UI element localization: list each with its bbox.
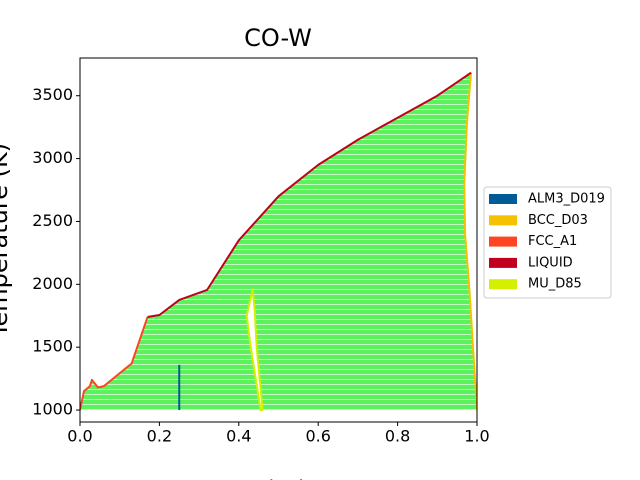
y-tick-label: 3000 bbox=[32, 148, 73, 167]
y-tick-label: 2000 bbox=[32, 274, 73, 293]
y-tick-label: 3500 bbox=[32, 85, 73, 104]
x-tick-label: 0.0 bbox=[67, 427, 92, 446]
phase-boundary bbox=[245, 288, 264, 412]
legend-swatch bbox=[489, 215, 517, 226]
legend-swatch bbox=[489, 236, 517, 247]
legend-box bbox=[483, 186, 612, 299]
y-tick-label: 1000 bbox=[32, 400, 73, 419]
x-axis-label: X(W) bbox=[249, 476, 308, 480]
y-tick-label: 1500 bbox=[32, 337, 73, 356]
x-tick-label: 0.8 bbox=[385, 427, 410, 446]
legend-label: ALM3_D019 bbox=[528, 192, 605, 207]
phase-boundary bbox=[147, 71, 472, 318]
x-tick-label: 0.2 bbox=[147, 427, 172, 446]
legend-swatch bbox=[489, 279, 517, 290]
y-axis-label: Temperature (K) bbox=[0, 143, 13, 338]
phase-boundary bbox=[80, 316, 149, 411]
legend-label: MU_D85 bbox=[528, 277, 582, 292]
x-tick-label: 0.6 bbox=[305, 427, 330, 446]
y-tick-label: 2500 bbox=[32, 211, 73, 230]
tie-lines bbox=[80, 72, 477, 411]
x-tick-label: 0.4 bbox=[226, 427, 251, 446]
legend-label: BCC_D03 bbox=[528, 213, 588, 228]
chart-title: CO-W bbox=[244, 24, 312, 52]
plot-area bbox=[80, 71, 477, 412]
legend-label: FCC_A1 bbox=[528, 234, 577, 249]
legend-swatch bbox=[489, 257, 517, 268]
axes-frame bbox=[79, 57, 478, 423]
legend-label: LIQUID bbox=[528, 255, 573, 270]
axes: 0.0 0.2 0.4 0.6 0.8 1.0 1000 1500 2000 2500 3000 35… bbox=[32, 85, 489, 445]
legend: ALM3_D019 BCC_D03 FCC_A1 LIQUID MU_D85 bbox=[483, 186, 612, 299]
legend-swatch bbox=[489, 194, 517, 204]
x-tick-label: 1.0 bbox=[464, 427, 489, 446]
phase-boundary bbox=[463, 72, 477, 411]
